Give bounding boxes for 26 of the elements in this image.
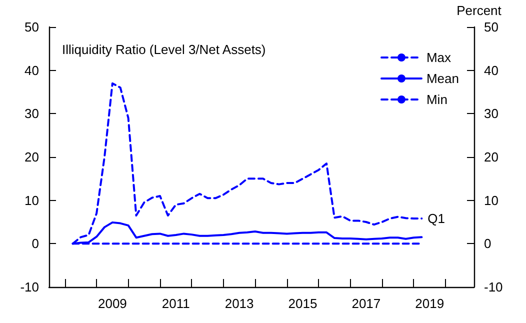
x-tick-label: 2013 [224,296,254,311]
legend-label: Max [426,50,452,65]
y2-tick-label: 50 [484,20,498,34]
x-tick-label: 2017 [352,296,381,311]
y-tick-label: 40 [24,62,39,78]
legend-label: Mean [426,71,460,86]
x-tick-label: 2019 [415,296,444,311]
y-tick-label: 30 [24,106,39,122]
x-tick-label: 2009 [98,296,127,311]
y-tick-label: -10 [20,280,39,294]
y2-tick-label: 0 [484,236,492,252]
y2-tick-label: 20 [484,150,498,164]
text: Illiquidity Ratio (Level 3/Net Assets) [62,42,266,57]
y-tick-label: 0 [32,236,39,252]
x-tick-label: 2011 [162,296,190,311]
y2-tick-label: 10 [484,192,498,208]
y2-tick-label: 40 [484,62,498,78]
y2-tick-label: 30 [484,106,498,122]
y2-tick-label: -10 [484,280,503,294]
y2-axis-title: Percent [456,3,502,18]
y-tick-label: 10 [24,192,39,208]
x-tick-label: 2015 [288,296,318,311]
legend-label: Min [426,92,448,107]
annotation: Q1 [428,211,446,226]
y-tick-label: 20 [24,150,39,164]
y-tick-label: 50 [24,20,39,34]
